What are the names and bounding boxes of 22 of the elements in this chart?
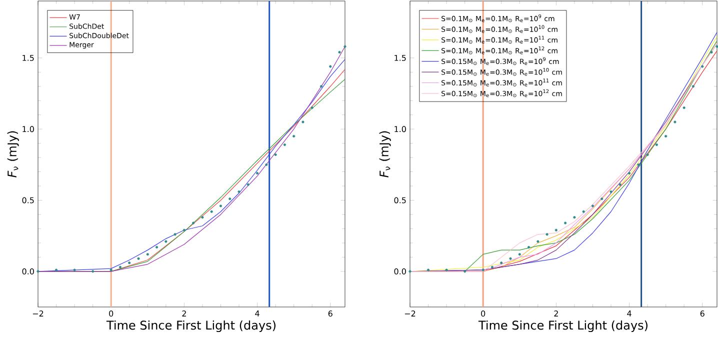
x-tick-label: 0 — [481, 310, 486, 317]
y-tick-label: 0.0 — [22, 268, 34, 274]
x-tick-label: 4 — [255, 310, 260, 316]
x-tick-label: 2 — [182, 310, 186, 316]
y-tick-label: 1.0 — [394, 126, 406, 132]
x-tick-label: 4 — [627, 310, 632, 316]
x-tick-label: 6 — [700, 310, 704, 317]
y-tick-label: 1.5 — [394, 54, 406, 61]
y-tick-label: 1.0 — [22, 126, 34, 132]
x-axis-title: Time Since First Light (days) — [478, 320, 648, 332]
x-tick-label: −2 — [32, 310, 44, 316]
y-tick-label: 0.5 — [22, 197, 34, 204]
x-axis-title: Time Since First Light (days) — [106, 320, 276, 332]
y-tick-label: 1.5 — [22, 54, 34, 61]
x-tick-label: 0 — [109, 310, 114, 317]
y-axis-title: F$_{ν}$ (mJy) — [379, 131, 391, 178]
x-tick-label: 2 — [554, 310, 558, 316]
y-axis-title: F$_{ν}$ (mJy) — [7, 131, 19, 178]
y-tick-label: 0.0 — [394, 268, 406, 274]
y-tick-label: 0.5 — [394, 197, 406, 204]
x-tick-label: 6 — [328, 310, 332, 317]
x-tick-label: −2 — [404, 310, 416, 316]
